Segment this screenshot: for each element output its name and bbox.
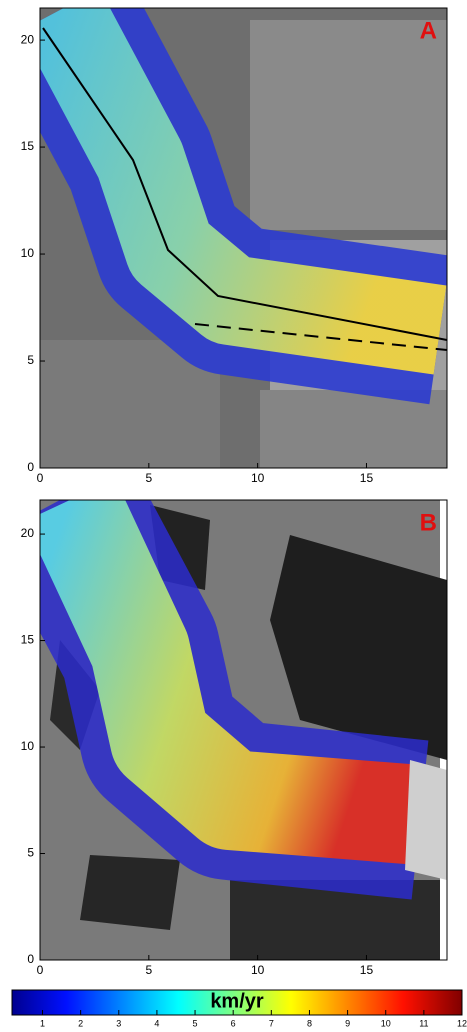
x-tick-label: 15 [360, 963, 374, 977]
x-tick-label: 10 [251, 963, 265, 977]
x-tick-label: 5 [145, 471, 152, 485]
panel-label: A [420, 17, 437, 44]
colorbar-tick-label: 3 [116, 1018, 121, 1028]
y-tick-label: 20 [21, 32, 35, 46]
y-tick-label: 0 [27, 952, 34, 966]
panel-a-frame [39, 7, 448, 469]
colorbar-tick-label: 2 [78, 1018, 83, 1028]
colorbar [11, 989, 463, 1016]
colorbar-tick-label: 10 [381, 1018, 391, 1028]
colorbar-tick-label: 6 [231, 1018, 236, 1028]
x-tick-label: 0 [37, 963, 44, 977]
y-tick-label: 20 [21, 526, 35, 540]
colorbar-tick-label: 5 [193, 1018, 198, 1028]
y-tick-label: 10 [21, 739, 35, 753]
y-tick-label: 5 [27, 353, 34, 367]
colorbar-label: km/yr [210, 990, 264, 1012]
y-tick-label: 10 [21, 246, 35, 260]
y-tick-label: 15 [21, 633, 35, 647]
y-tick-label: 15 [21, 139, 35, 153]
panel-a-image [40, 8, 447, 468]
panel-b-frame [39, 499, 448, 961]
y-tick-label: 5 [27, 846, 34, 860]
x-tick-label: 15 [360, 471, 374, 485]
y-tick-label: 0 [27, 460, 34, 474]
colorbar-tick-label: 11 [419, 1018, 428, 1028]
x-tick-label: 0 [37, 471, 44, 485]
colorbar-tick-label: 4 [154, 1018, 159, 1028]
x-tick-label: 5 [145, 963, 152, 977]
colorbar-tick-label: 7 [269, 1018, 274, 1028]
panel-label: B [420, 509, 437, 536]
x-tick-label: 10 [251, 471, 265, 485]
panel-b-image [40, 500, 447, 960]
colorbar-tick-label: 1 [40, 1018, 45, 1028]
colorbar-tick-label: 8 [307, 1018, 312, 1028]
colorbar-tick-label: 12 [457, 1018, 467, 1028]
colorbar-tick-label: 9 [345, 1018, 350, 1028]
